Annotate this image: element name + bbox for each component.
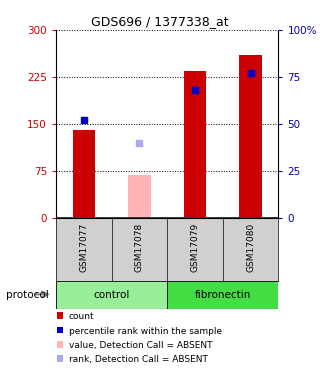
- Bar: [57, 327, 63, 333]
- Text: control: control: [93, 290, 130, 300]
- Bar: [73, 130, 95, 218]
- Text: GSM17080: GSM17080: [246, 223, 255, 272]
- Text: GSM17077: GSM17077: [79, 223, 88, 272]
- Bar: [57, 355, 63, 362]
- Text: rank, Detection Call = ABSENT: rank, Detection Call = ABSENT: [69, 355, 208, 364]
- Bar: [56, 281, 167, 309]
- Bar: [57, 312, 63, 319]
- Text: GSM17079: GSM17079: [190, 223, 199, 272]
- Bar: [167, 281, 278, 309]
- Text: fibronectin: fibronectin: [195, 290, 251, 300]
- Bar: [239, 55, 262, 217]
- Text: protocol: protocol: [6, 290, 49, 300]
- Text: GSM17078: GSM17078: [135, 223, 144, 272]
- Bar: [128, 175, 150, 217]
- Text: count: count: [69, 312, 94, 321]
- Text: value, Detection Call = ABSENT: value, Detection Call = ABSENT: [69, 341, 212, 350]
- Text: GDS696 / 1377338_at: GDS696 / 1377338_at: [91, 15, 229, 28]
- Bar: [57, 341, 63, 348]
- Text: percentile rank within the sample: percentile rank within the sample: [69, 327, 222, 336]
- Bar: [184, 70, 206, 217]
